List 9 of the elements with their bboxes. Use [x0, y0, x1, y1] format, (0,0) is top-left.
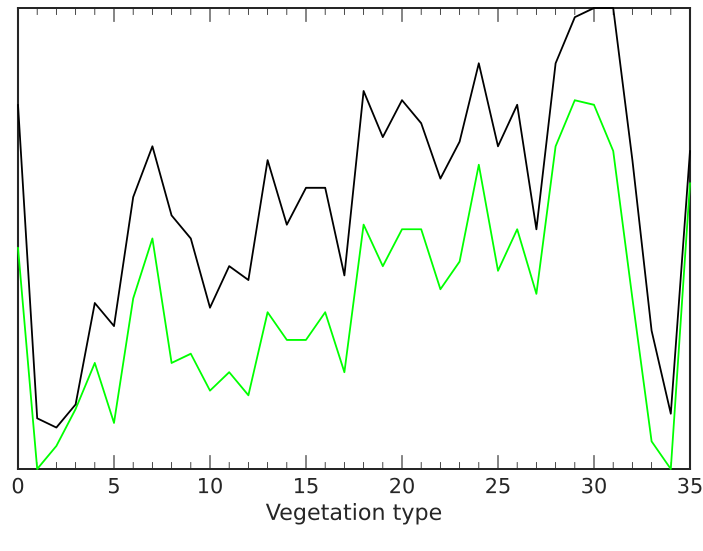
- x-tick-label: 30: [582, 478, 606, 494]
- x-tick-label: 35: [678, 478, 702, 494]
- x-tick-label: 25: [486, 478, 510, 494]
- x-tick-label: 20: [390, 478, 414, 494]
- x-tick-label: 0: [12, 478, 24, 494]
- x-axis-title: Vegetation type: [266, 503, 442, 525]
- x-tick-label: 10: [199, 478, 222, 494]
- x-tick-label: 5: [108, 478, 119, 494]
- x-tick-label: 15: [295, 478, 318, 494]
